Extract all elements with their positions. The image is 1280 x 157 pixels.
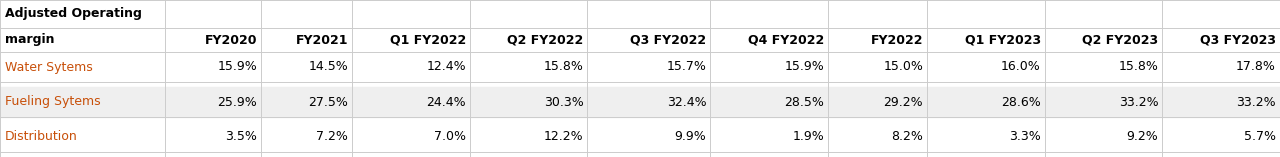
Text: Q4 FY2022: Q4 FY2022 — [748, 33, 824, 46]
Text: Q2 FY2022: Q2 FY2022 — [507, 33, 584, 46]
Text: Water Sytems: Water Sytems — [5, 60, 92, 73]
Text: 15.0%: 15.0% — [883, 60, 923, 73]
Bar — [0, 28, 1280, 52]
Bar — [0, 0, 1280, 28]
Text: 7.0%: 7.0% — [434, 130, 466, 143]
Text: 5.7%: 5.7% — [1244, 130, 1276, 143]
Text: 15.7%: 15.7% — [667, 60, 707, 73]
Text: 27.5%: 27.5% — [308, 95, 348, 108]
Text: 25.9%: 25.9% — [218, 95, 257, 108]
Text: 30.3%: 30.3% — [544, 95, 584, 108]
Text: Q3 FY2022: Q3 FY2022 — [630, 33, 707, 46]
Text: Q2 FY2023: Q2 FY2023 — [1082, 33, 1158, 46]
Text: Q1 FY2023: Q1 FY2023 — [965, 33, 1041, 46]
Text: 28.5%: 28.5% — [785, 95, 824, 108]
Text: 33.2%: 33.2% — [1119, 95, 1158, 108]
Text: FY2020: FY2020 — [205, 33, 257, 46]
Text: Adjusted Operating: Adjusted Operating — [5, 8, 142, 21]
Text: 12.2%: 12.2% — [544, 130, 584, 143]
Text: 15.8%: 15.8% — [1119, 60, 1158, 73]
Bar — [0, 52, 1280, 82]
Text: 9.9%: 9.9% — [675, 130, 707, 143]
Text: 24.4%: 24.4% — [426, 95, 466, 108]
Text: 28.6%: 28.6% — [1001, 95, 1041, 108]
Text: 7.2%: 7.2% — [316, 130, 348, 143]
Text: 1.9%: 1.9% — [792, 130, 824, 143]
Text: Fueling Sytems: Fueling Sytems — [5, 95, 101, 108]
Text: FY2022: FY2022 — [870, 33, 923, 46]
Text: Distribution: Distribution — [5, 130, 78, 143]
Text: FY2021: FY2021 — [296, 33, 348, 46]
Bar — [0, 122, 1280, 152]
Text: 15.9%: 15.9% — [785, 60, 824, 73]
Text: Q1 FY2022: Q1 FY2022 — [389, 33, 466, 46]
Text: 16.0%: 16.0% — [1001, 60, 1041, 73]
Text: 9.2%: 9.2% — [1126, 130, 1158, 143]
Text: 8.2%: 8.2% — [891, 130, 923, 143]
Text: 15.9%: 15.9% — [218, 60, 257, 73]
Text: 17.8%: 17.8% — [1236, 60, 1276, 73]
Text: 32.4%: 32.4% — [667, 95, 707, 108]
Text: 3.3%: 3.3% — [1009, 130, 1041, 143]
Text: 14.5%: 14.5% — [308, 60, 348, 73]
Bar — [0, 87, 1280, 117]
Text: 33.2%: 33.2% — [1236, 95, 1276, 108]
Text: Q3 FY2023: Q3 FY2023 — [1199, 33, 1276, 46]
Text: 12.4%: 12.4% — [426, 60, 466, 73]
Text: 15.8%: 15.8% — [544, 60, 584, 73]
Text: 3.5%: 3.5% — [225, 130, 257, 143]
Text: 29.2%: 29.2% — [883, 95, 923, 108]
Text: margin: margin — [5, 33, 55, 46]
